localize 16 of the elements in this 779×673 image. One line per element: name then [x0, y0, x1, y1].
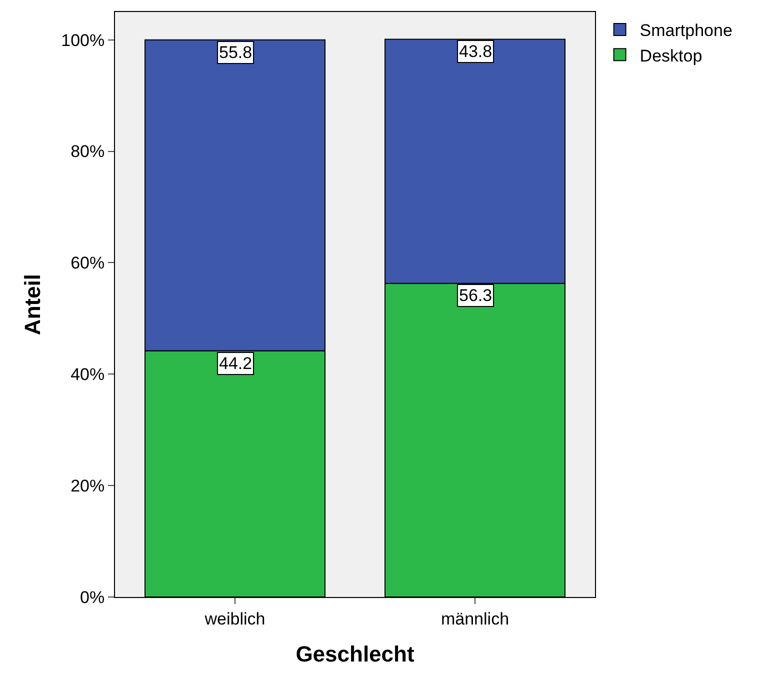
data-label: 56.3 [459, 286, 492, 305]
y-axis-title: Anteil [20, 274, 45, 336]
data-label: 55.8 [219, 43, 252, 62]
y-tick-label: 60% [70, 254, 105, 273]
y-tick-label: 20% [70, 476, 105, 496]
y-tick-label: 40% [70, 365, 105, 384]
data-label: 44.2 [219, 354, 252, 373]
legend-label: Desktop [640, 46, 702, 66]
y-tick-label: 80% [70, 142, 105, 162]
y-tick-label: 100% [61, 30, 105, 50]
x-tick-label: weiblich [204, 609, 266, 628]
y-tick-label: 0% [80, 588, 105, 607]
x-axis-title: Geschlecht [296, 641, 415, 666]
legend-label: Smartphone [640, 21, 732, 40]
x-tick-label: männlich [440, 609, 510, 628]
data-label: 43.8 [459, 42, 492, 61]
